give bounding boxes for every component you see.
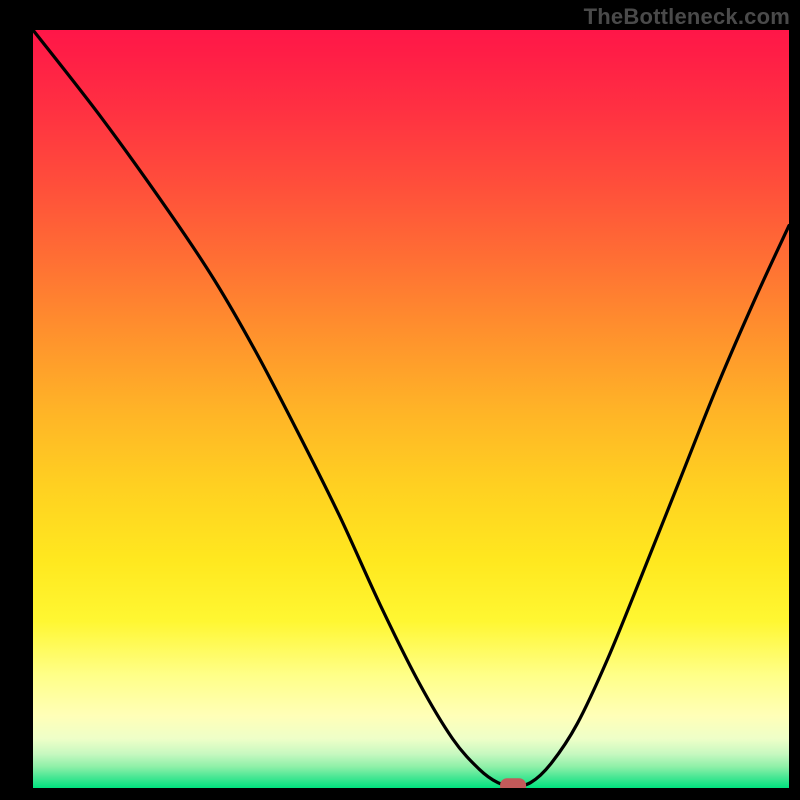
chart-frame: TheBottleneck.com xyxy=(0,0,800,800)
minimum-marker xyxy=(500,778,526,788)
plot-svg xyxy=(33,30,789,788)
watermark-text: TheBottleneck.com xyxy=(584,4,790,30)
gradient-background xyxy=(33,30,789,788)
plot-area xyxy=(33,30,789,788)
